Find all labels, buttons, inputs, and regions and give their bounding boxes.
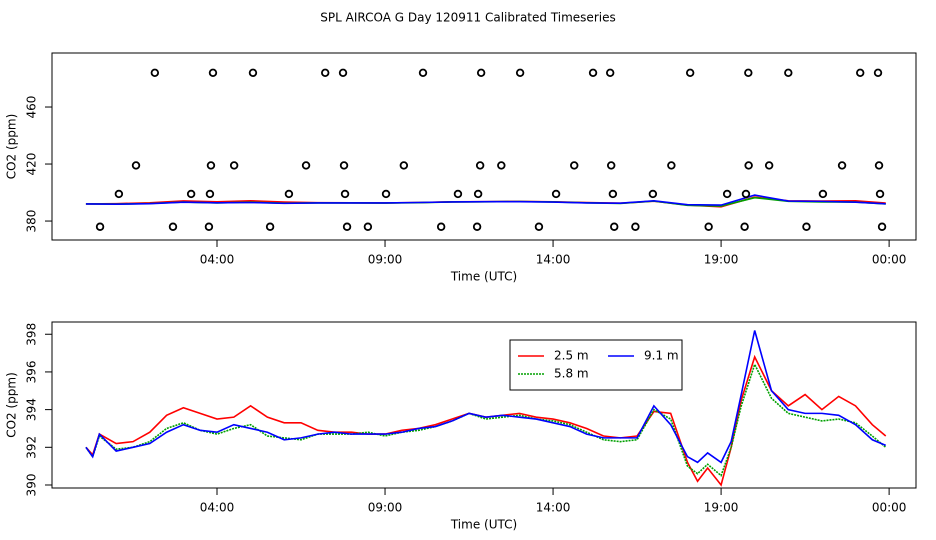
flag-point <box>342 222 352 231</box>
flag-point <box>608 189 618 199</box>
flag-point <box>284 189 294 199</box>
flag-point <box>588 68 598 78</box>
flag-point <box>744 68 753 78</box>
x-tick-label: 19:00 <box>704 253 739 267</box>
x-tick-label: 00:00 <box>872 501 907 515</box>
legend-label: 9.1 m <box>644 349 679 363</box>
flag-point <box>534 222 544 231</box>
x-tick-label: 19:00 <box>704 501 739 515</box>
flag-point <box>186 189 196 199</box>
flag-point <box>131 161 141 170</box>
series-line <box>85 194 886 206</box>
y-axis-label: CO2 (ppm) <box>5 372 19 438</box>
flag-point <box>837 161 847 170</box>
flag-point <box>685 68 695 78</box>
flag-point <box>802 222 811 231</box>
flag-point <box>874 161 884 170</box>
flag-point <box>704 222 713 231</box>
flag-point <box>381 189 391 199</box>
flag-point <box>740 222 749 231</box>
flag-point <box>476 68 486 78</box>
flag-point <box>399 161 409 170</box>
flag-point <box>150 68 160 78</box>
series-line <box>85 354 887 487</box>
y-axis-label: CO2 (ppm) <box>5 114 19 180</box>
y-tick-label: 420 <box>25 153 39 176</box>
y-tick-label: 394 <box>25 398 39 421</box>
flag-point <box>265 222 275 231</box>
y-tick-label: 392 <box>25 436 39 459</box>
flag-point <box>475 161 485 170</box>
plot-frame <box>51 52 917 241</box>
flag-point <box>722 189 732 199</box>
flag-point <box>856 68 865 78</box>
x-axis-label: Time (UTC) <box>450 518 517 532</box>
flag-point <box>472 222 482 231</box>
flag-point <box>204 222 214 231</box>
figure-title: SPL AIRCOA G Day 120911 Calibrated Times… <box>320 11 615 25</box>
flag-point <box>168 222 178 231</box>
flag-point <box>764 161 774 170</box>
flag-point <box>648 189 658 199</box>
flag-point <box>229 161 239 170</box>
flag-point <box>605 68 615 78</box>
y-tick-label: 460 <box>25 96 39 119</box>
flag-point <box>877 222 887 231</box>
flag-point <box>321 68 330 78</box>
x-tick-label: 09:00 <box>368 501 403 515</box>
x-tick-label: 00:00 <box>872 253 907 267</box>
flag-point <box>114 189 124 199</box>
y-tick-label: 398 <box>25 323 39 346</box>
flag-point <box>570 161 579 170</box>
x-tick-label: 04:00 <box>200 253 235 267</box>
flag-point <box>606 161 616 170</box>
x-axis-label: Time (UTC) <box>450 270 517 284</box>
y-tick-label: 380 <box>25 210 39 233</box>
series-line <box>85 330 887 464</box>
flag-point <box>301 161 311 170</box>
legend-label: 5.8 m <box>554 367 589 381</box>
series-line <box>85 362 887 477</box>
flag-point <box>473 189 483 199</box>
flag-point <box>551 189 561 199</box>
flag-point <box>744 161 753 170</box>
flag-point <box>418 68 428 78</box>
flag-point <box>741 189 751 199</box>
flag-point <box>340 189 350 199</box>
x-tick-label: 14:00 <box>536 501 571 515</box>
x-tick-label: 14:00 <box>536 253 571 267</box>
flag-point <box>363 222 373 231</box>
flag-point <box>205 189 215 199</box>
x-tick-label: 04:00 <box>200 501 235 515</box>
flag-point <box>453 189 463 199</box>
flag-point <box>784 68 793 78</box>
flag-point <box>497 161 506 170</box>
flag-point <box>667 161 676 170</box>
flag-point <box>818 189 828 199</box>
flag-point <box>515 68 525 78</box>
flag-point <box>339 161 349 170</box>
legend-label: 2.5 m <box>554 349 589 363</box>
flag-point <box>206 161 216 170</box>
flag-point <box>248 68 258 78</box>
flag-point <box>436 222 446 231</box>
y-tick-label: 396 <box>25 360 39 383</box>
flag-point <box>95 222 105 231</box>
flag-point <box>631 222 640 231</box>
flag-point <box>610 222 619 231</box>
flag-point <box>338 68 348 78</box>
y-tick-label: 390 <box>25 474 39 497</box>
flag-point <box>208 68 218 78</box>
flag-point <box>875 189 885 199</box>
legend-box <box>509 339 683 391</box>
flag-point <box>873 68 883 78</box>
x-tick-label: 09:00 <box>368 253 403 267</box>
plot-frame <box>51 321 917 489</box>
